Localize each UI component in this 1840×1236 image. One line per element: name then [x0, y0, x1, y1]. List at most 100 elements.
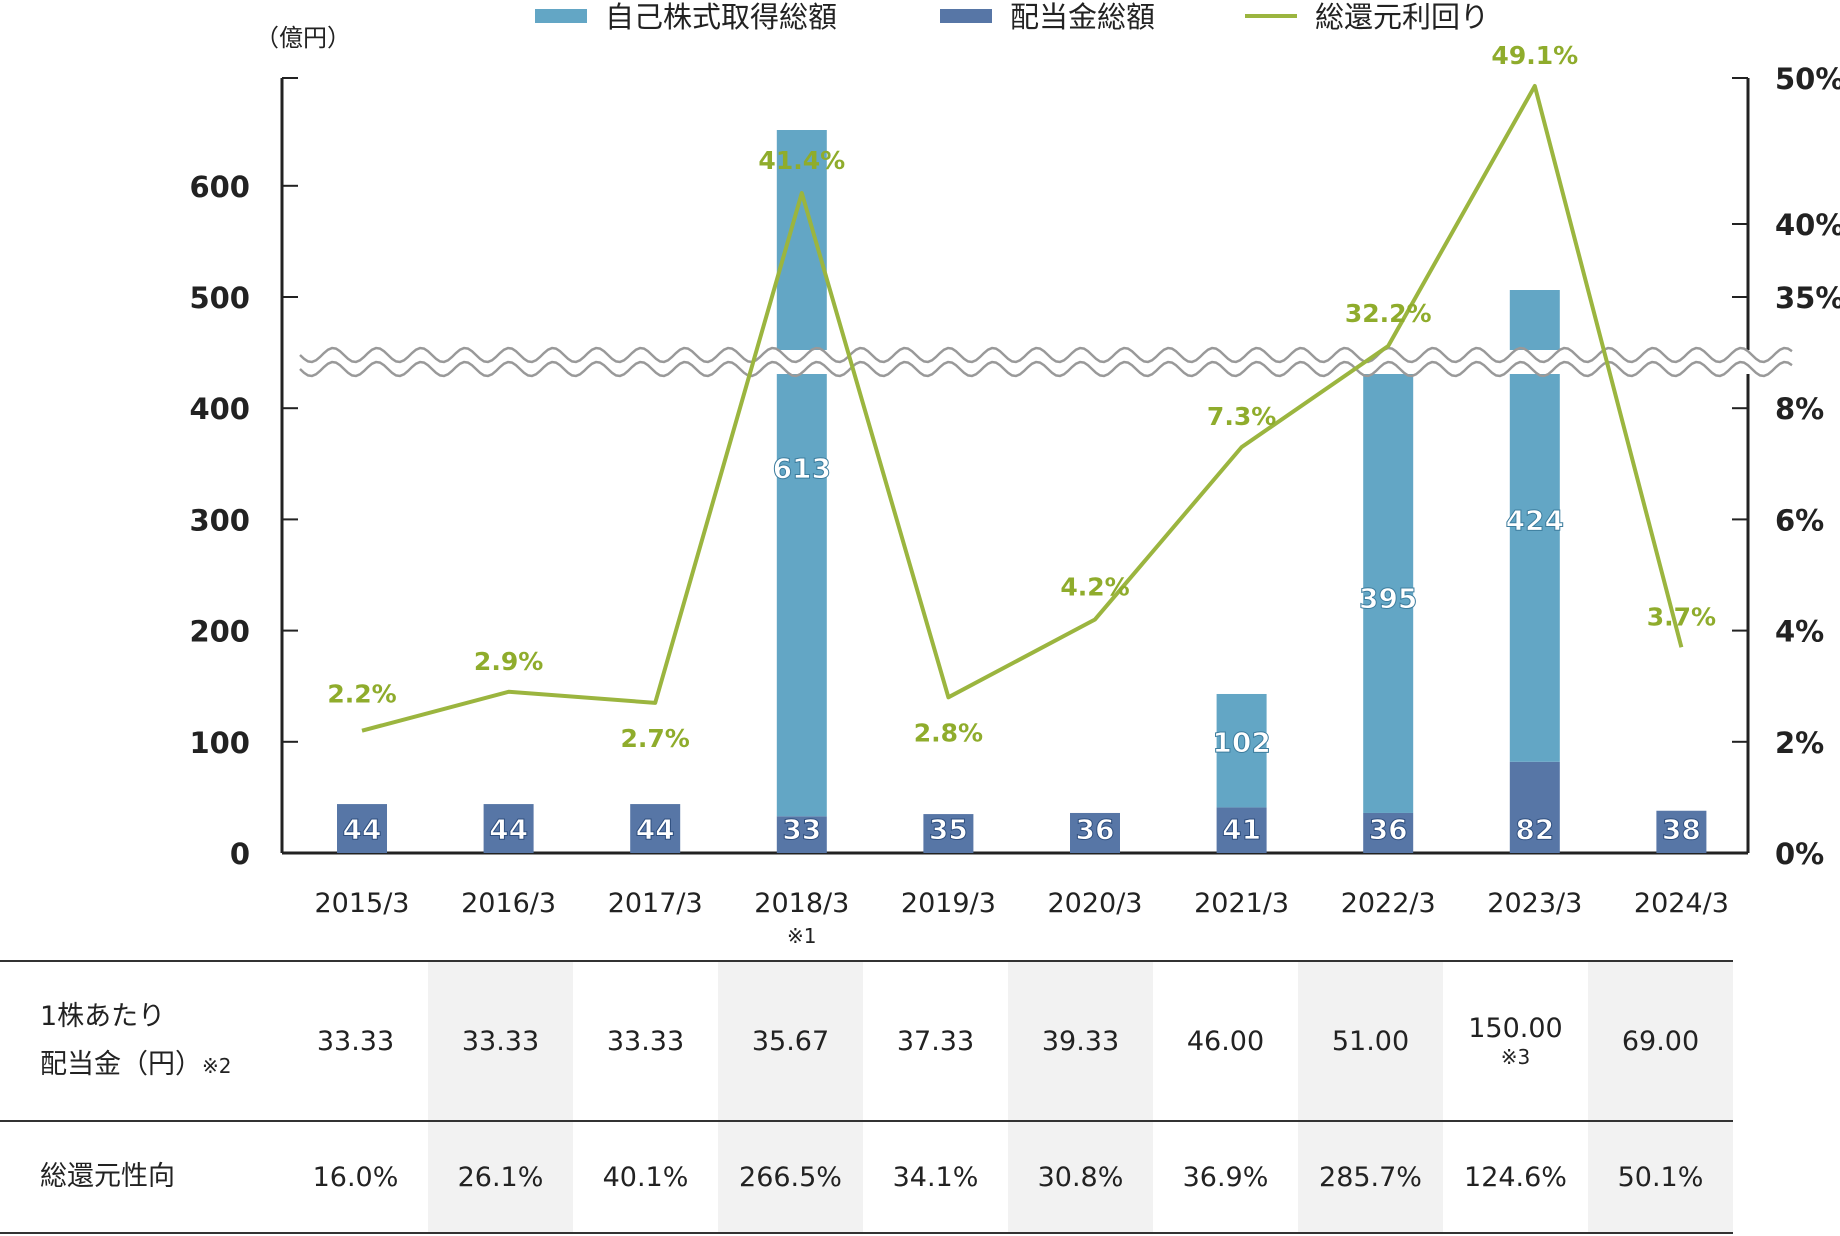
- payout-row-label: 総還元性向: [0, 1121, 283, 1234]
- dividend-bar: [630, 804, 681, 853]
- dividend-cell: 37.33: [863, 960, 1008, 1122]
- x-tick-label: 2023/3: [1487, 888, 1582, 919]
- payout-cell: 124.6%: [1443, 1121, 1588, 1234]
- payout-cell: 266.5%: [718, 1121, 863, 1234]
- dividend-cell: 33.33: [573, 960, 718, 1122]
- y-right-tick-label: 35%: [1775, 281, 1840, 315]
- payout-cell: 30.8%: [1008, 1121, 1153, 1234]
- dividend-cell: 35.67: [718, 960, 863, 1122]
- dividend-cell: 33.33: [283, 960, 428, 1122]
- yield-label: 7.3%: [1207, 402, 1276, 431]
- y-left-tick-label: 400: [189, 392, 250, 426]
- buyback-bar: [1216, 693, 1267, 808]
- y-right-tick-label: 50%: [1775, 62, 1840, 96]
- x-tick-label: 2022/3: [1341, 888, 1436, 919]
- x-tick-label: 2016/3: [461, 888, 556, 919]
- yield-label: 2.2%: [327, 680, 396, 709]
- payout-ratio-row: 総還元性向 16.0% 26.1% 40.1% 266.5% 34.1% 30.…: [0, 1121, 1733, 1234]
- dividend-cell: 39.33: [1008, 960, 1153, 1122]
- dividend-value-label: 33: [782, 813, 821, 846]
- yield-label: 2.9%: [474, 647, 543, 676]
- x-tick-label: 2021/3: [1194, 888, 1289, 919]
- axis-break-wave: [299, 346, 1793, 364]
- legend-swatch-bar: [535, 9, 587, 23]
- dividend-value-label: 44: [343, 813, 382, 846]
- dividend-label-line1: 1株あたり: [40, 1000, 166, 1032]
- buyback-value-label: 613: [773, 452, 831, 485]
- chart: 自己株式取得総額 配当金総額 総還元利回り （億円） 0 100 200 300 400 500 6…: [189, 0, 1840, 948]
- dividend-label-note: ※2: [202, 1053, 232, 1078]
- dividend-bar: [1363, 812, 1414, 853]
- dividend-value-label: 36: [1369, 813, 1408, 846]
- payout-cell: 16.0%: [283, 1121, 428, 1234]
- payout-cell: 40.1%: [573, 1121, 718, 1234]
- yield-label: 32.2%: [1345, 299, 1432, 328]
- chart-area: 自己株式取得総額 配当金総額 総還元利回り （億円） 0 100 200 300 400 500 6…: [189, 0, 1840, 948]
- payout-cell: 34.1%: [863, 1121, 1008, 1234]
- dividend-cell: 33.33: [428, 960, 573, 1122]
- legend-label: 自己株式取得総額: [605, 0, 837, 34]
- dividend-value-label: 36: [1076, 813, 1115, 846]
- dividend-cell: 150.00 ※3: [1443, 960, 1588, 1122]
- y-right-tick-label: 2%: [1775, 726, 1824, 760]
- dividend-bar: [923, 814, 974, 853]
- dividend-per-share-row: 1株あたり 配当金（円）※2 33.33 33.33 33.33 35.67 3…: [0, 960, 1733, 1122]
- yield-label: 2.8%: [914, 718, 983, 747]
- dividend-value-label: 82: [1515, 813, 1554, 846]
- dividend-bar: [1070, 812, 1120, 853]
- dividend-cell: 51.00: [1298, 960, 1443, 1122]
- dividend-value-label: 44: [636, 813, 675, 846]
- x-tick-label: 2024/3: [1634, 888, 1729, 919]
- buyback-value-label: 424: [1506, 504, 1564, 537]
- dividend-value-label: 35: [929, 813, 968, 846]
- yield-label: 41.4%: [758, 146, 845, 175]
- legend-label: 配当金総額: [1010, 0, 1155, 34]
- buyback-bar: [1363, 373, 1414, 813]
- legend-swatch-bar: [940, 9, 992, 23]
- x-tick-note: ※1: [787, 924, 816, 948]
- payout-cell: 285.7%: [1298, 1121, 1443, 1234]
- dividend-value-label: 41: [1222, 813, 1261, 846]
- y-right-tick-label: 6%: [1775, 503, 1824, 537]
- buyback-value-label: 102: [1212, 726, 1270, 759]
- dividend-row-label: 1株あたり 配当金（円）※2: [0, 960, 283, 1122]
- y-left-tick-label: 100: [189, 726, 250, 760]
- y-left-tick-label: 500: [189, 281, 250, 315]
- dividend-cell: 69.00: [1588, 960, 1733, 1122]
- dividend-bar: [776, 816, 827, 853]
- yield-line: [361, 84, 1684, 733]
- dividend-bar: [1656, 810, 1707, 853]
- y-left-tick-label: 600: [189, 170, 250, 204]
- y-right-tick-label: 40%: [1775, 208, 1840, 242]
- yield-label: 4.2%: [1060, 572, 1129, 601]
- buyback-value-label: 395: [1359, 582, 1417, 615]
- x-tick-label: 2017/3: [608, 888, 703, 919]
- y-right-tick-label: 0%: [1775, 837, 1824, 871]
- dividend-label-line2: 配当金（円）: [40, 1048, 202, 1080]
- dividend-value-label: 38: [1662, 813, 1701, 846]
- y-left-unit: （億円）: [255, 24, 351, 52]
- payout-cell: 26.1%: [428, 1121, 573, 1234]
- yield-label: 49.1%: [1491, 41, 1578, 70]
- y-left-tick-label: 300: [189, 503, 250, 537]
- dividend-bar: [337, 804, 387, 853]
- x-tick-label: 2015/3: [315, 888, 410, 919]
- dividend-bar: [1216, 807, 1267, 853]
- dividend-bar: [483, 804, 534, 853]
- x-tick-label: 2019/3: [901, 888, 996, 919]
- yield-label: 2.7%: [621, 724, 690, 753]
- payout-cell: 50.1%: [1588, 1121, 1733, 1234]
- legend-label: 総還元利回り: [1315, 0, 1489, 34]
- dividend-value-label: 44: [489, 813, 528, 846]
- y-left-tick-label: 0: [230, 837, 250, 871]
- x-tick-label: 2018/3: [754, 888, 849, 919]
- dividend-cell: 46.00: [1153, 960, 1298, 1122]
- yield-label: 3.7%: [1647, 602, 1716, 631]
- dividend-cell-note: ※3: [1500, 1044, 1531, 1069]
- y-right-tick-label: 4%: [1775, 615, 1824, 649]
- y-left-tick-label: 200: [189, 615, 250, 649]
- dividend-bar: [1509, 761, 1560, 853]
- x-tick-label: 2020/3: [1048, 888, 1143, 919]
- axis-break-wave: [299, 360, 1793, 378]
- payout-cell: 36.9%: [1153, 1121, 1298, 1234]
